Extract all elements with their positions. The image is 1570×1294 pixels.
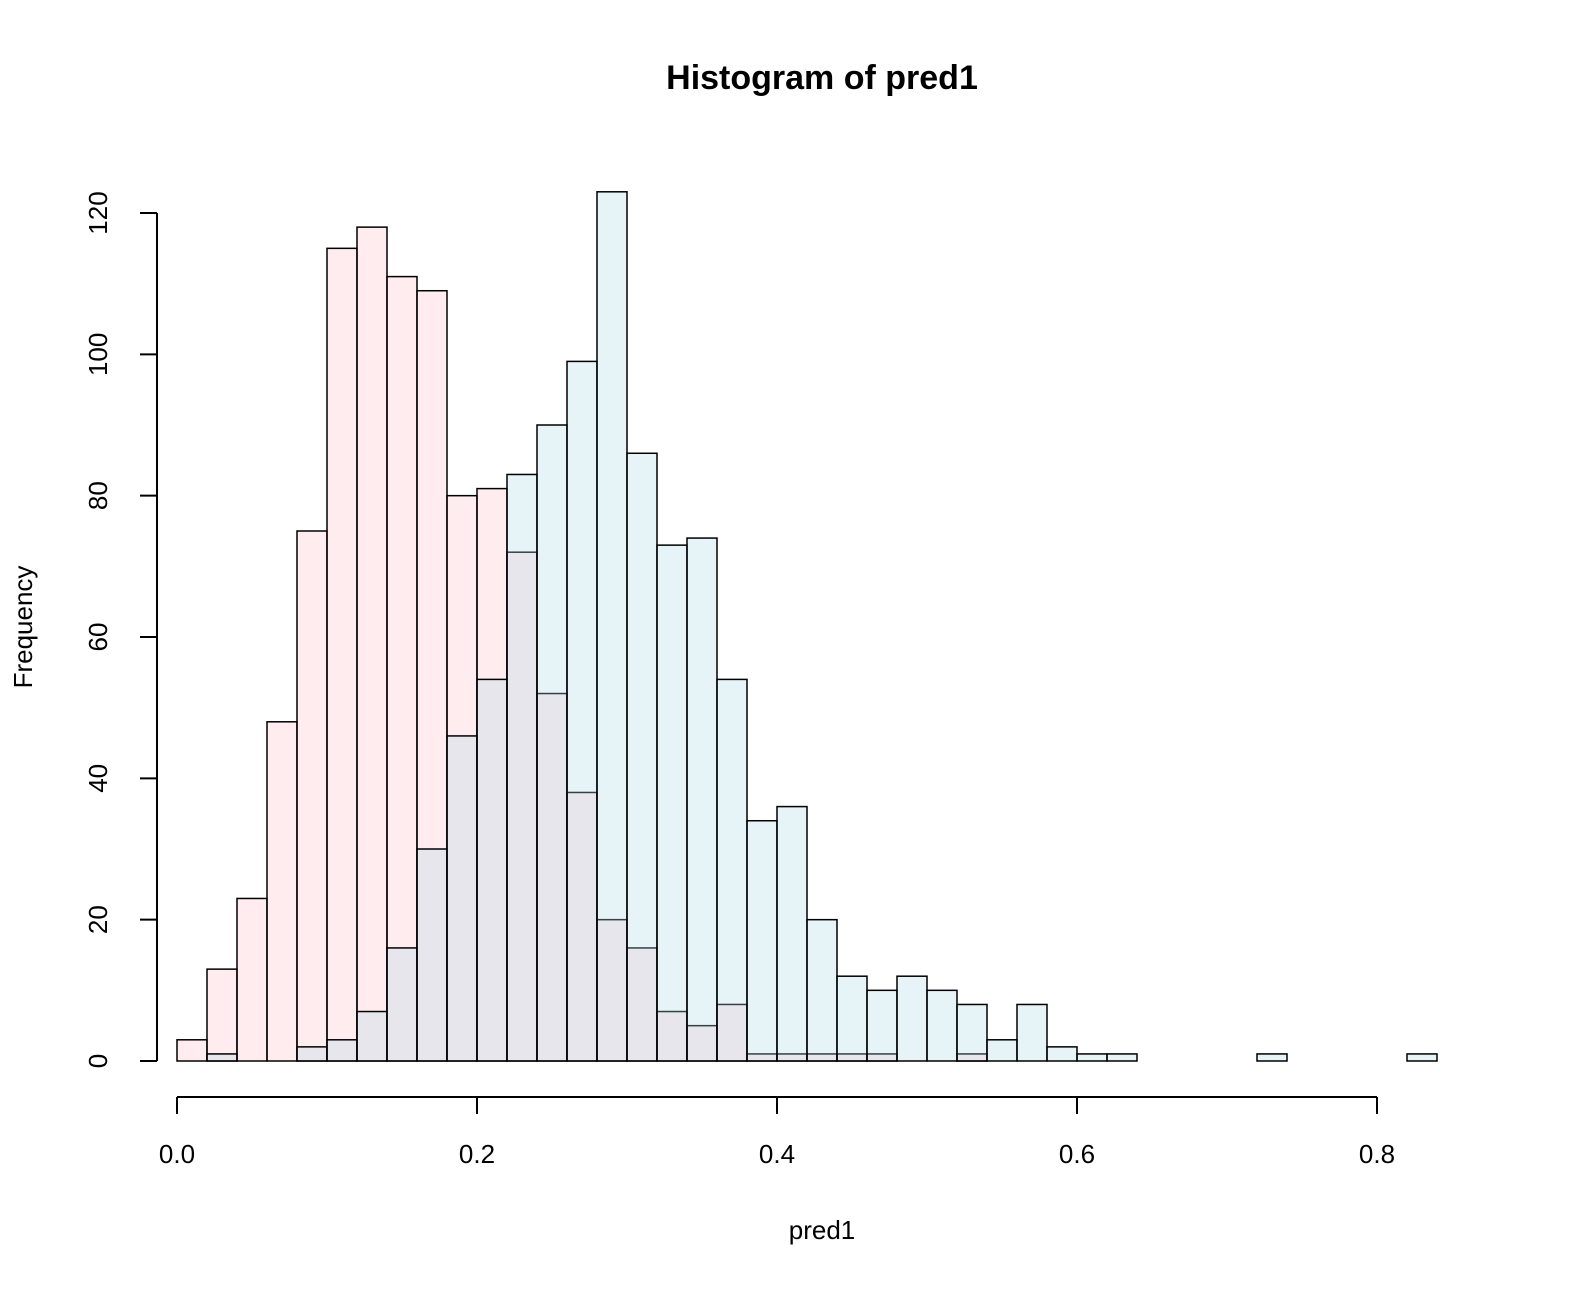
y-tick-label: 80 <box>83 481 113 510</box>
histogram-bar <box>926 989 958 1062</box>
histogram-bar <box>1076 1053 1108 1062</box>
histogram-bar <box>626 452 658 1062</box>
histogram-bar <box>356 226 388 1062</box>
y-tick-label: 0 <box>83 1054 113 1068</box>
x-tick-label: 0.4 <box>759 1139 795 1169</box>
histogram-bar <box>386 947 418 1062</box>
histogram-bar <box>1016 1003 1048 1062</box>
histogram-bar <box>746 819 778 1062</box>
histogram-bar <box>1106 1053 1138 1062</box>
y-tick-label: 120 <box>83 191 113 234</box>
histogram-bar <box>356 1010 388 1062</box>
histogram-bar <box>416 848 448 1062</box>
histogram-bar <box>236 897 268 1062</box>
histogram-bar <box>656 544 688 1062</box>
y-tick-label: 100 <box>83 333 113 376</box>
histogram-bar <box>626 947 658 1062</box>
histogram-bar <box>206 1053 238 1062</box>
histogram-bar <box>536 424 568 1062</box>
histogram-bar <box>596 191 628 1062</box>
x-tick-label: 0.6 <box>1059 1139 1095 1169</box>
histogram-bar <box>296 530 328 1062</box>
histogram-bar <box>956 1003 988 1062</box>
histogram-bar <box>326 1039 358 1062</box>
histogram-bar <box>566 360 598 1062</box>
x-tick-label: 0.8 <box>1359 1139 1395 1169</box>
x-tick-label: 0.0 <box>159 1139 195 1169</box>
chart-title: Histogram of pred1 <box>666 59 978 97</box>
histogram-bar <box>296 1046 328 1062</box>
histogram-bar <box>1046 1046 1078 1062</box>
histogram-bar <box>266 721 298 1062</box>
histogram-bar <box>866 989 898 1062</box>
histogram-bar <box>506 473 538 1062</box>
histogram-bar <box>206 968 238 1062</box>
histogram-bar <box>596 918 628 1062</box>
histogram-bar <box>776 805 808 1062</box>
histogram-bar <box>1406 1053 1438 1062</box>
y-tick-label: 20 <box>83 905 113 934</box>
y-axis-label: Frequency <box>8 566 38 689</box>
histogram-bar <box>836 975 868 1062</box>
x-tick-label: 0.2 <box>459 1139 495 1169</box>
histogram-bar <box>686 537 718 1062</box>
histogram-bar <box>986 1039 1018 1062</box>
histogram-bar <box>716 1003 748 1062</box>
histogram-bar <box>476 678 508 1062</box>
y-tick-label: 40 <box>83 764 113 793</box>
y-tick-label: 60 <box>83 623 113 652</box>
histogram-bar <box>446 735 478 1062</box>
histogram-bar <box>806 918 838 1062</box>
histogram-bar <box>716 678 748 1062</box>
histogram-bar <box>896 975 928 1062</box>
x-axis-label: pred1 <box>789 1215 856 1245</box>
histogram-bar <box>326 247 358 1062</box>
histogram-bar <box>176 1039 208 1062</box>
histogram-bar <box>386 275 418 1062</box>
histogram-bar <box>1256 1053 1288 1062</box>
